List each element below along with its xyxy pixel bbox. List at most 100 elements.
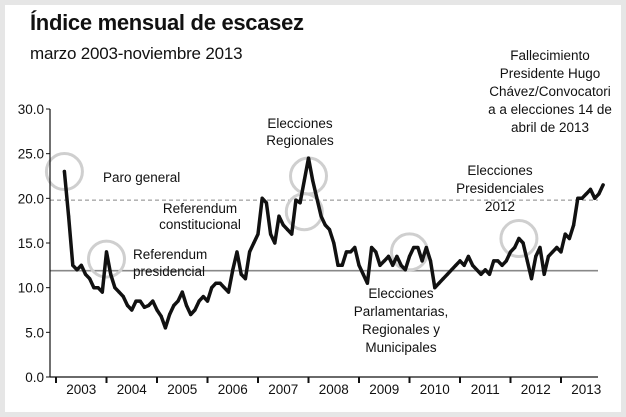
data-point (243, 277, 247, 281)
data-point (302, 178, 306, 183)
data-point (92, 286, 96, 290)
data-point (462, 263, 466, 267)
x-tick-label: 2007 (268, 382, 298, 397)
annotation-line: Presidenciales (456, 181, 544, 196)
data-point (214, 281, 218, 285)
data-point (529, 277, 534, 281)
data-point (487, 272, 492, 276)
data-point (563, 232, 567, 236)
data-point (210, 286, 214, 290)
x-tick-label: 2003 (66, 382, 96, 397)
x-tick-label: 2013 (571, 382, 601, 397)
data-point (601, 183, 605, 187)
data-point (151, 299, 155, 303)
data-point (222, 286, 226, 290)
chart-title: Índice mensual de escasez (30, 10, 304, 35)
data-point (323, 223, 327, 227)
data-point (403, 268, 407, 272)
data-point (113, 286, 117, 290)
data-point (391, 263, 395, 267)
data-point (252, 241, 256, 245)
data-point (525, 259, 529, 263)
x-tick-label: 2009 (369, 382, 399, 397)
event-markers (44, 152, 539, 279)
data-point (340, 263, 344, 267)
data-point (513, 245, 517, 250)
data-point (298, 201, 302, 205)
data-point (226, 290, 231, 294)
axes: 0.0 5.0 10.0 15.0 20.0 25.0 30.0 2003 2004 2005 20… (18, 102, 602, 397)
annotation-line: Regionales y (362, 322, 440, 337)
data-point (395, 254, 399, 258)
data-point (100, 290, 104, 294)
data-point (466, 254, 471, 258)
data-point (71, 263, 75, 267)
x-tick-label: 2004 (117, 382, 148, 397)
data-point (597, 192, 601, 196)
annotation-line: Elecciones (267, 116, 333, 131)
annotation-6: Elecciones Presidenciales 2012 (456, 163, 544, 214)
event-circle-5 (390, 232, 429, 272)
y-tick-label: 0.0 (25, 370, 44, 385)
y-tick-label: 30.0 (18, 102, 44, 117)
data-point (159, 314, 163, 318)
data-point (555, 245, 559, 250)
data-point (130, 308, 134, 312)
annotation-line: Elecciones (467, 163, 533, 178)
data-point (420, 259, 424, 263)
data-point (424, 245, 428, 250)
data-point (576, 196, 580, 200)
annotation-2: Referendum presidencial (133, 247, 207, 279)
data-point (104, 250, 109, 254)
data-point (197, 299, 201, 303)
y-tick-label: 20.0 (18, 191, 44, 206)
data-point (75, 268, 79, 272)
data-point (353, 245, 357, 250)
data-point (281, 223, 285, 227)
data-point (479, 272, 483, 276)
data-point (247, 250, 252, 254)
data-point (386, 254, 391, 258)
data-point (155, 308, 159, 312)
annotation-line: 2012 (485, 199, 515, 214)
x-tick-label: 2008 (319, 382, 349, 397)
data-point (294, 198, 298, 202)
data-point (176, 299, 180, 303)
data-point (138, 299, 142, 303)
data-point (521, 241, 525, 245)
data-point (231, 268, 235, 272)
data-point (471, 263, 475, 267)
data-point (277, 214, 281, 218)
x-tick-label: 2012 (521, 382, 551, 397)
x-tick-label: 2006 (218, 382, 248, 397)
data-point (256, 232, 260, 236)
series-line (62, 156, 605, 330)
data-point (306, 156, 311, 160)
reference-lines (50, 199, 598, 272)
data-point (88, 277, 92, 281)
data-point (125, 303, 130, 308)
chart-card (5, 5, 621, 412)
data-point (508, 250, 513, 254)
annotation-line: Chávez/Convocatori (489, 84, 611, 99)
annotation-line: constitucional (159, 217, 241, 232)
annotation-line: presidencial (133, 264, 205, 279)
data-point (311, 178, 315, 183)
data-point (357, 263, 361, 267)
data-point (344, 250, 348, 254)
data-point (315, 196, 319, 200)
data-point (121, 295, 125, 299)
data-point (365, 281, 370, 285)
annotation-line: abril de 2013 (511, 120, 589, 135)
data-point (437, 281, 441, 285)
data-point (180, 290, 184, 294)
data-point (109, 272, 113, 276)
data-point (572, 223, 576, 227)
annotation-line: Referendum (133, 247, 207, 262)
data-point (454, 263, 458, 267)
annotation-line: Fallecimiento (510, 48, 590, 63)
data-point (433, 286, 437, 290)
event-circle-6 (499, 219, 539, 259)
data-point (370, 245, 374, 250)
